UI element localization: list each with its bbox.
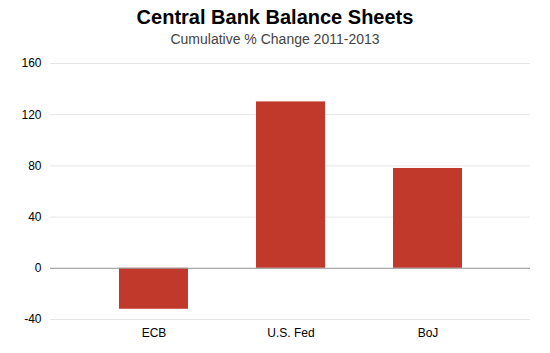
svg-text:BoJ: BoJ	[418, 326, 439, 340]
svg-text:120: 120	[21, 108, 41, 122]
svg-text:-40: -40	[24, 312, 42, 326]
html-text:Cumulative % Change 2011-2013: Cumulative % Change 2011-2013	[170, 31, 380, 47]
svg-text:80: 80	[28, 159, 42, 173]
html-text:Central Bank Balance Sheets: Central Bank Balance Sheets	[136, 6, 414, 28]
svg-text:ECB: ECB	[142, 326, 167, 340]
svg-text:U.S. Fed: U.S. Fed	[267, 326, 314, 340]
svg-text:40: 40	[28, 210, 42, 224]
svg-text:0: 0	[35, 261, 42, 275]
svg-text:160: 160	[21, 56, 41, 70]
